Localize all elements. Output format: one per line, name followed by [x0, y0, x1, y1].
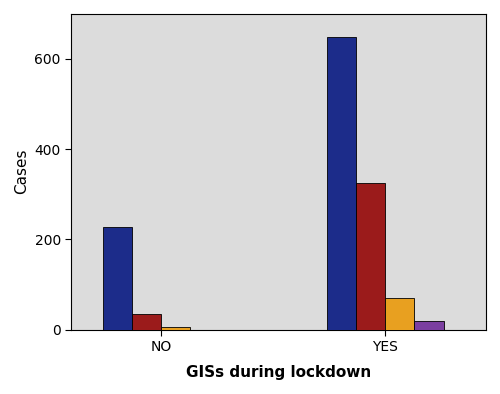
Bar — [327, 37, 356, 330]
Y-axis label: Cases: Cases — [14, 149, 29, 195]
Bar — [385, 298, 414, 330]
Bar — [356, 183, 385, 330]
Bar — [132, 314, 161, 330]
Bar — [161, 327, 190, 330]
Bar — [102, 227, 132, 330]
Bar — [414, 321, 444, 330]
X-axis label: GISs during lockdown: GISs during lockdown — [186, 365, 372, 380]
